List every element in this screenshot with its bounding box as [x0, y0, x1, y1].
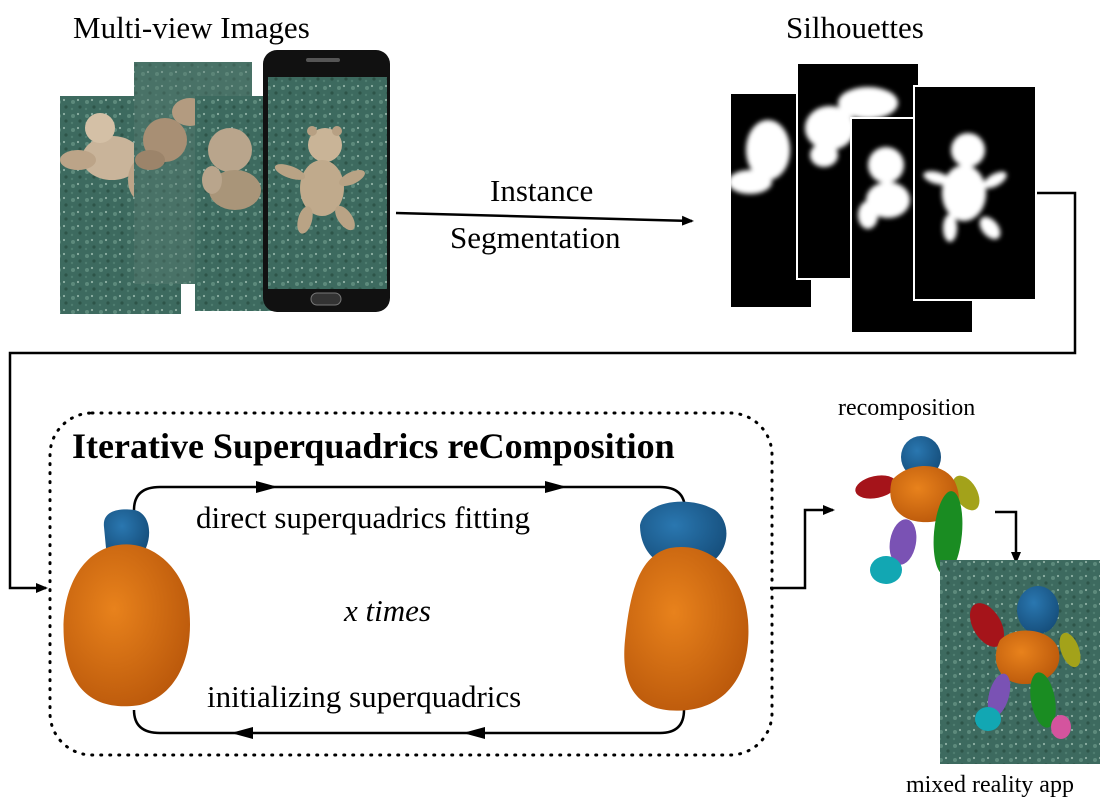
iteration-loop — [132, 481, 687, 739]
to-recomposition-arrow — [770, 505, 835, 590]
mixed-reality-image — [940, 560, 1100, 764]
multi-view-images — [60, 50, 390, 314]
loop-arrow-top-2 — [545, 481, 567, 493]
segmentation-arrow — [395, 211, 694, 226]
loop-arrow-bottom-2 — [231, 727, 253, 739]
loop-arrow-bottom-1 — [463, 727, 485, 739]
silhouettes-label: Silhouettes — [786, 10, 924, 45]
silhouettes — [728, 62, 1037, 334]
loop-arrow-top-1 — [256, 481, 278, 493]
x-times-label: x times — [344, 593, 431, 628]
feedback-connector — [8, 191, 1077, 593]
isc-title: Iterative Superquadrics reComposition — [72, 426, 675, 466]
superquadric-left — [63, 509, 190, 707]
initializing-label: initializing superquadrics — [207, 679, 522, 714]
silhouette-teddy — [923, 133, 1007, 242]
mixed-reality-label: mixed reality app — [906, 772, 1074, 798]
to-mixed-reality-arrow — [995, 510, 1021, 564]
multi-view-images-label: Multi-view Images — [73, 10, 310, 45]
segmentation-label: Segmentation — [450, 220, 621, 255]
superquadric-right — [624, 501, 749, 711]
teddy-phone — [274, 126, 365, 234]
teddy-photo-3 — [202, 128, 261, 210]
direct-fitting-label: direct superquadrics fitting — [196, 500, 531, 535]
recomposition-label: recomposition — [838, 395, 976, 421]
phone — [263, 50, 390, 312]
recomposed-superquadrics — [855, 436, 980, 584]
instance-label: Instance — [490, 173, 594, 208]
